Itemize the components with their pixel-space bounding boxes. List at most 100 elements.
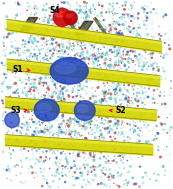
Point <box>70 135 73 138</box>
Point <box>83 43 85 46</box>
Point <box>135 82 138 85</box>
Point <box>73 124 76 127</box>
Point <box>64 70 67 73</box>
Point <box>115 90 117 93</box>
Point <box>56 148 58 151</box>
Point <box>55 34 58 37</box>
Point <box>44 113 47 116</box>
Point <box>153 98 156 101</box>
Point <box>127 66 130 69</box>
Point <box>1 99 4 102</box>
Point <box>49 76 52 79</box>
Point <box>109 59 112 62</box>
Point <box>60 99 63 102</box>
Point <box>44 55 47 58</box>
Point <box>58 102 61 105</box>
Point <box>151 138 154 141</box>
Point <box>104 105 107 108</box>
Point <box>28 74 31 77</box>
Point <box>85 69 88 72</box>
Point <box>87 38 90 41</box>
Point <box>51 29 54 32</box>
Point <box>51 58 54 61</box>
Point <box>78 182 81 185</box>
Point <box>84 35 86 38</box>
Point <box>94 149 97 152</box>
Point <box>72 69 75 72</box>
Point <box>66 64 69 67</box>
Point <box>69 152 71 155</box>
Point <box>63 86 66 89</box>
Point <box>103 46 106 49</box>
Point <box>76 94 79 97</box>
Point <box>61 88 64 91</box>
Point <box>132 108 135 111</box>
Point <box>51 26 54 29</box>
Point <box>92 49 94 52</box>
Point <box>69 121 72 124</box>
Point <box>83 178 85 181</box>
Point <box>90 170 93 173</box>
Point <box>99 155 102 158</box>
Point <box>135 57 138 60</box>
Point <box>14 103 17 106</box>
Point <box>1 115 4 118</box>
Point <box>149 178 151 181</box>
Point <box>61 87 64 90</box>
Point <box>6 146 8 149</box>
Point <box>114 122 117 125</box>
Point <box>104 18 106 21</box>
Point <box>169 134 171 137</box>
Point <box>47 60 50 63</box>
Point <box>72 44 75 47</box>
Point <box>126 110 129 113</box>
Point <box>85 183 87 186</box>
Point <box>153 101 156 104</box>
Point <box>135 139 138 142</box>
Point <box>45 111 48 114</box>
Point <box>135 35 138 38</box>
Point <box>33 93 35 96</box>
Point <box>56 7 59 10</box>
Ellipse shape <box>77 105 88 112</box>
Point <box>15 163 18 166</box>
Point <box>117 59 120 62</box>
Point <box>89 153 92 156</box>
Point <box>43 130 46 133</box>
Point <box>44 139 47 142</box>
Point <box>109 26 112 29</box>
Point <box>22 116 25 119</box>
Point <box>30 34 33 37</box>
Point <box>90 123 93 126</box>
Point <box>123 98 126 101</box>
Point <box>97 108 99 111</box>
Point <box>29 92 32 95</box>
Point <box>129 156 131 159</box>
Point <box>73 160 76 163</box>
Point <box>98 24 100 27</box>
Point <box>157 145 160 148</box>
Point <box>58 125 61 129</box>
Point <box>17 51 20 54</box>
Point <box>53 20 56 23</box>
Point <box>147 109 149 112</box>
Point <box>38 152 41 155</box>
Point <box>41 117 44 120</box>
Point <box>7 33 10 36</box>
Point <box>26 126 29 129</box>
Point <box>18 141 21 144</box>
Point <box>84 5 87 8</box>
Point <box>64 180 66 184</box>
Point <box>57 3 59 6</box>
Point <box>110 128 113 131</box>
Point <box>105 157 107 160</box>
Point <box>16 79 19 82</box>
Point <box>44 84 47 88</box>
Point <box>34 5 36 8</box>
Point <box>157 173 160 176</box>
Point <box>43 128 46 131</box>
Point <box>94 59 97 62</box>
Point <box>136 164 139 167</box>
Point <box>118 39 121 42</box>
Point <box>127 96 130 99</box>
